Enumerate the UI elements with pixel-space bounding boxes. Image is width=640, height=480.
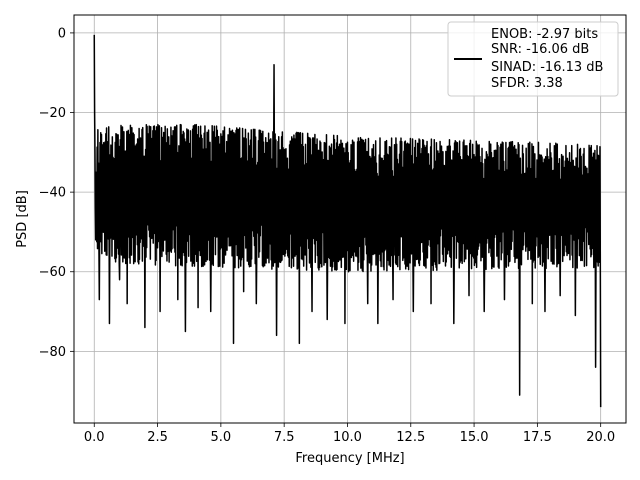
y-tick-label: −20 — [39, 106, 66, 121]
legend-enob: ENOB: -2.97 bits — [491, 27, 598, 42]
y-tick-label: −80 — [39, 345, 66, 360]
x-tick-label: 0.0 — [84, 430, 105, 445]
x-tick-label: 17.5 — [523, 430, 552, 445]
legend-sfdr: SFDR: 3.38 — [491, 76, 563, 91]
x-tick-label: 7.5 — [274, 430, 295, 445]
legend-snr: SNR: -16.06 dB — [491, 42, 589, 57]
psd-trace — [93, 34, 602, 408]
legend: ENOB: -2.97 bits SNR: -16.06 dB SINAD: -… — [447, 21, 619, 97]
y-axis-ticks: 0 −20 −40 −60 −80 — [39, 26, 74, 360]
y-tick-label: −60 — [39, 265, 66, 280]
legend-box — [447, 21, 619, 97]
plot-frame — [73, 14, 627, 424]
x-tick-label: 12.5 — [396, 430, 425, 445]
x-axis-label: Frequency [MHz] — [295, 451, 404, 466]
x-tick-label: 20.0 — [586, 430, 615, 445]
x-tick-label: 2.5 — [147, 430, 168, 445]
y-tick-label: 0 — [58, 26, 66, 41]
legend-sinad: SINAD: -16.13 dB — [491, 60, 603, 75]
psd-trace-line — [93, 34, 602, 408]
x-tick-label: 15.0 — [460, 430, 489, 445]
x-tick-label: 5.0 — [211, 430, 232, 445]
x-tick-label: 10.0 — [333, 430, 362, 445]
x-axis-ticks: 0.0 2.5 5.0 7.5 10.0 12.5 15.0 17.5 20.0 — [84, 423, 615, 445]
y-tick-label: −40 — [39, 186, 66, 201]
y-axis-label: PSD [dB] — [15, 190, 30, 248]
